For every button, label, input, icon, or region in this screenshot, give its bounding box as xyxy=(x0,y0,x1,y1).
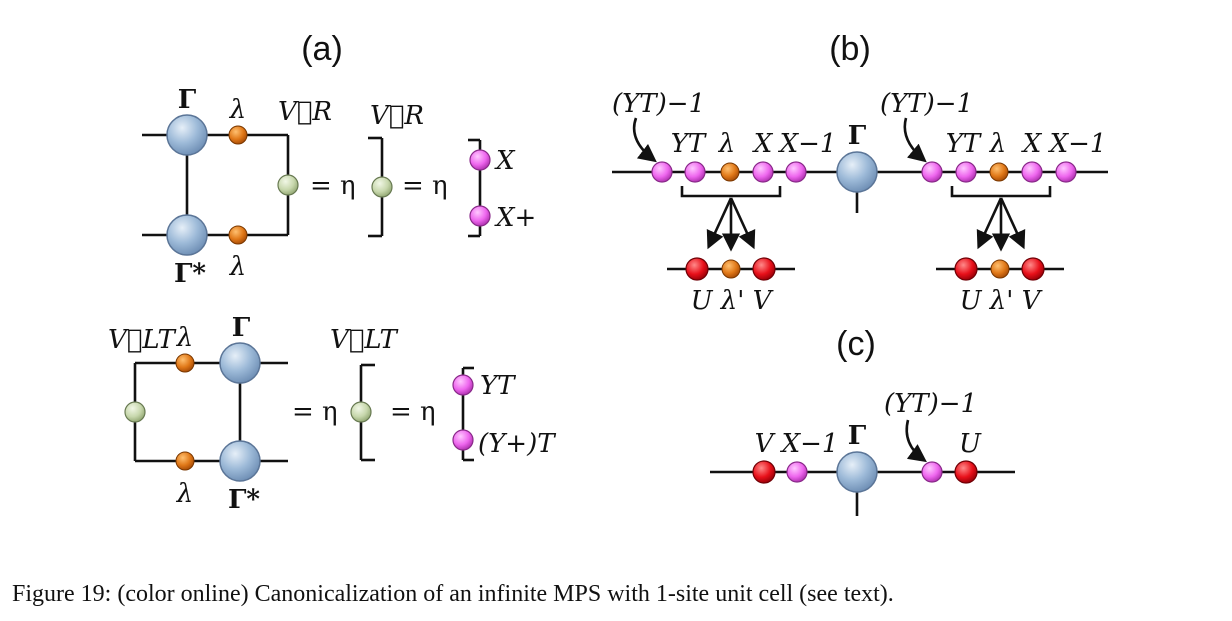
x-label: X xyxy=(494,146,516,176)
gamma-conj-tensor xyxy=(166,214,208,256)
panel-b: (b) (YT)−1 (YT)−1 Γ YT λ X X−1 YT λ X X−… xyxy=(612,30,1108,316)
x-inv-tensor xyxy=(785,161,807,183)
y-t-tensor xyxy=(955,161,977,183)
gamma-conj-label: Γ* xyxy=(228,485,260,515)
x-dagger-tensor xyxy=(469,205,491,227)
decomposition-arrow xyxy=(706,197,733,250)
panel-a: (a) Γ Γ* λ λ V⃗R = η V⃗R = η xyxy=(108,30,556,515)
x-inv-label: X−1 xyxy=(1048,129,1107,159)
gamma-label: Γ xyxy=(848,121,867,151)
brace xyxy=(680,186,782,198)
equals-eta: = η xyxy=(292,397,338,427)
x-tensor xyxy=(1021,161,1043,183)
y-t-label: YT xyxy=(946,129,982,159)
lambda-label: λ xyxy=(718,129,735,159)
panel-b-label: (b) xyxy=(829,30,871,68)
gamma-conj-label: Γ* xyxy=(174,259,206,289)
gamma-conj-tensor xyxy=(219,440,261,482)
vector-r-label: V⃗R xyxy=(370,101,424,131)
vector-r-label: V⃗R xyxy=(278,97,332,127)
x-label: X xyxy=(752,129,774,159)
y-t-inverse-label: (YT)−1 xyxy=(880,89,973,119)
lambda-prime-tensor xyxy=(990,259,1010,279)
gamma-tensor xyxy=(166,114,208,156)
curved-arrow xyxy=(903,117,927,163)
lambda-tensor xyxy=(175,451,195,471)
u-tensor xyxy=(954,257,978,281)
y-t-inverse-label: (YT)−1 xyxy=(884,389,977,419)
x-tensor xyxy=(469,149,491,171)
x-tensor xyxy=(752,161,774,183)
lambda-label: λ xyxy=(176,323,193,353)
vector-l-label: V⃗LT xyxy=(108,325,177,355)
lambda-label: λ xyxy=(229,95,246,125)
vector-r-tensor xyxy=(371,176,393,198)
gamma-tensor xyxy=(836,451,878,493)
gamma-label: Γ xyxy=(178,85,197,115)
lambda-prime-tensor xyxy=(721,259,741,279)
v-tensor xyxy=(752,460,776,484)
gamma-tensor xyxy=(836,151,878,193)
panel-a-bottom: Γ Γ* λ λ V⃗LT = η V⃗LT = η YT (Y+)T xyxy=(108,313,556,515)
x-inv-label: X−1 xyxy=(780,429,839,459)
y-dagger-t-tensor xyxy=(452,429,474,451)
decomposition-arrow xyxy=(729,197,756,250)
vector-r-tensor xyxy=(277,174,299,196)
y-t-inv-tensor xyxy=(921,161,943,183)
u-lambda-v-label: U λ' V xyxy=(691,286,774,316)
lambda-tensor xyxy=(720,162,740,182)
curved-arrow xyxy=(632,117,657,163)
lambda-tensor xyxy=(175,353,195,373)
lambda-tensor xyxy=(228,225,248,245)
x-inv-label: X−1 xyxy=(778,129,837,159)
x-inv-tensor xyxy=(786,461,808,483)
curved-arrow xyxy=(905,419,927,463)
u-lambda-v-label: U λ' V xyxy=(960,286,1043,316)
v-tensor xyxy=(752,257,776,281)
lambda-tensor xyxy=(989,162,1009,182)
gamma-label: Γ xyxy=(848,421,867,451)
v-tensor xyxy=(1021,257,1045,281)
figure-caption: Figure 19: (color online) Canonicalizati… xyxy=(12,581,894,607)
y-t-inv-tensor xyxy=(651,161,673,183)
y-t-inv-tensor xyxy=(921,461,943,483)
equals-eta: = η xyxy=(310,171,356,201)
u-tensor xyxy=(954,460,978,484)
panel-c: (c) V X−1 Γ (YT)−1 U xyxy=(710,325,1015,516)
u-tensor xyxy=(685,257,709,281)
lambda-tensor xyxy=(228,125,248,145)
decomposition-arrow xyxy=(976,197,1003,250)
vector-l-tensor xyxy=(124,401,146,423)
v-label: V xyxy=(755,429,776,459)
decomposition-arrow xyxy=(999,197,1026,250)
panel-a-top: Γ Γ* λ λ V⃗R = η V⃗R = η X X+ xyxy=(142,85,536,289)
gamma-label: Γ xyxy=(232,313,251,343)
y-t-label: YT xyxy=(480,371,516,401)
brace xyxy=(950,186,1052,198)
equals-eta: = η xyxy=(390,397,436,427)
y-t-inverse-label: (YT)−1 xyxy=(612,89,705,119)
y-t-tensor xyxy=(452,374,474,396)
y-dagger-t-label: (Y+)T xyxy=(478,429,556,459)
panel-a-label: (a) xyxy=(301,30,343,68)
lambda-label: λ xyxy=(176,479,193,509)
y-t-tensor xyxy=(684,161,706,183)
u-label: U xyxy=(959,429,982,459)
equals-eta: = η xyxy=(402,171,448,201)
x-inv-tensor xyxy=(1055,161,1077,183)
x-dagger-label: X+ xyxy=(494,203,536,233)
lambda-label: λ xyxy=(989,129,1006,159)
y-t-label: YT xyxy=(671,129,707,159)
gamma-tensor xyxy=(219,342,261,384)
vector-l-label: V⃗LT xyxy=(330,325,399,355)
panel-c-label: (c) xyxy=(836,325,876,363)
lambda-label: λ xyxy=(229,252,246,282)
x-label: X xyxy=(1021,129,1043,159)
vector-l-tensor xyxy=(350,401,372,423)
